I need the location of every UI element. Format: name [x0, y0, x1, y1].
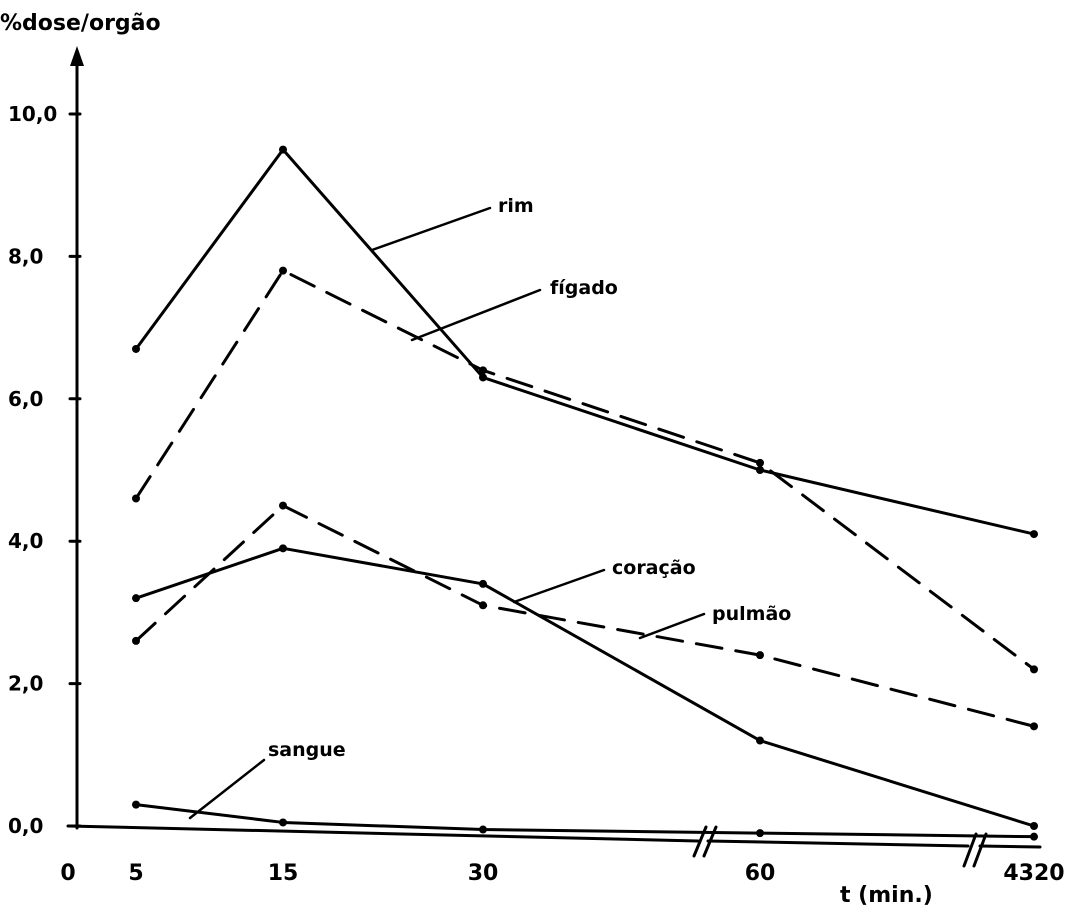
y-tick-label: 8,0 — [8, 244, 43, 268]
data-point — [132, 636, 140, 645]
data-point — [756, 651, 764, 660]
leader-line-rim — [370, 206, 492, 252]
data-point — [279, 266, 287, 275]
x-tick-label: 30 — [468, 861, 499, 886]
data-point — [1030, 832, 1038, 841]
y-tick-label: 4,0 — [8, 529, 43, 553]
data-point — [479, 579, 487, 588]
x-tick-label: 0 — [60, 861, 75, 886]
series-label-rim: rim — [498, 195, 534, 217]
y-tick-label: 0,0 — [8, 814, 43, 838]
leader-line-sangue — [188, 758, 266, 820]
leader-line-figado — [410, 288, 542, 342]
data-point — [1030, 722, 1038, 731]
series-line-coracao — [134, 546, 1036, 828]
x-axis-segment-1 — [66, 824, 700, 843]
x-tick-label: 4320 — [1003, 861, 1064, 886]
series-line-pulmao — [134, 504, 1036, 728]
leader-line-pulmao — [638, 612, 706, 640]
series-label-figado: fígado — [550, 277, 618, 299]
y-tick-label: 6,0 — [8, 387, 43, 411]
series-pulmao — [132, 501, 1038, 731]
data-point — [132, 800, 140, 809]
data-point — [756, 829, 764, 838]
y-ticks: 0,0 2,0 4,0 6,0 8,0 10,0 — [8, 102, 82, 838]
series-coracao — [132, 544, 1038, 830]
y-axis-title: %dose/orgão — [0, 11, 161, 36]
data-point — [132, 594, 140, 603]
series-line-rim — [134, 148, 1036, 536]
data-point — [279, 818, 287, 827]
data-point — [756, 458, 764, 467]
series-label-sangue: sangue — [268, 739, 346, 761]
series-line-figado — [134, 269, 1036, 671]
data-point — [1030, 822, 1038, 830]
x-ticks: 0 5 15 30 60 4320 — [60, 861, 1064, 886]
series-label-coracao: coração — [612, 557, 696, 579]
x-tick-label: 15 — [268, 861, 299, 886]
leader-line-coracao — [512, 568, 606, 604]
data-point — [756, 466, 764, 474]
data-point — [132, 344, 140, 353]
series-labels: rim fígado coração pulmão sangue — [188, 195, 791, 820]
data-point — [756, 736, 764, 745]
x-axis-segment-3 — [978, 844, 1042, 849]
data-point — [479, 601, 487, 610]
series-group — [132, 145, 1038, 841]
y-tick-label: 2,0 — [8, 672, 43, 696]
data-point — [279, 501, 287, 510]
data-point — [479, 373, 487, 382]
data-point — [279, 145, 287, 154]
data-point — [1030, 665, 1038, 674]
x-tick-label: 5 — [128, 861, 143, 886]
y-tick-label: 10,0 — [8, 102, 57, 126]
x-tick-label: 60 — [745, 861, 776, 886]
x-axis-segment-2 — [706, 839, 970, 848]
y-axis-arrow — [70, 46, 84, 66]
data-point — [279, 544, 287, 553]
data-point — [1030, 530, 1038, 539]
axes — [66, 46, 1042, 868]
x-axis-title: t (min.) — [840, 883, 933, 908]
data-point — [479, 825, 487, 834]
data-point — [132, 494, 140, 503]
axis-break-2 — [962, 832, 988, 868]
series-label-pulmao: pulmão — [712, 603, 791, 625]
series-figado — [132, 266, 1038, 674]
series-rim — [132, 145, 1038, 539]
series-sangue — [132, 800, 1038, 841]
data-point — [479, 366, 487, 375]
